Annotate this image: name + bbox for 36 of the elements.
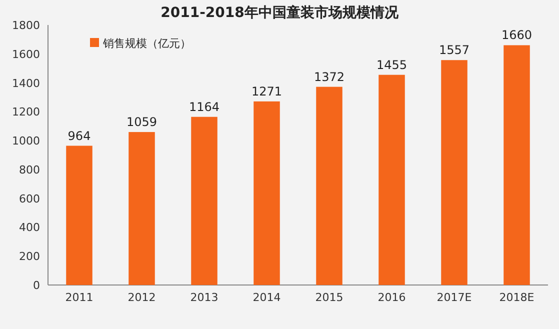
x-tick-label: 2012 [128, 291, 156, 304]
legend-label: 销售规模（亿元） [102, 37, 191, 50]
x-tick-label: 2011 [65, 291, 94, 304]
data-label: 964 [68, 128, 91, 143]
bar [66, 146, 92, 285]
bar [316, 86, 342, 285]
bar [378, 74, 405, 285]
bar [254, 101, 280, 285]
x-tick-label: 2015 [315, 291, 344, 304]
y-tick-label: 1600 [12, 48, 40, 61]
x-tick-label: 2013 [190, 291, 218, 304]
y-tick-label: 800 [19, 163, 40, 176]
chart-title: 2011-2018年中国童装市场规模情况 [160, 4, 400, 21]
y-tick-label: 1800 [12, 19, 40, 32]
x-tick-label: 2018E [499, 291, 534, 304]
bar [504, 45, 530, 285]
data-label: 1660 [501, 28, 532, 42]
y-tick-label: 1000 [12, 134, 40, 148]
x-tick-label: 2017E [436, 291, 472, 304]
data-label: 1164 [188, 100, 220, 114]
bar [191, 116, 218, 285]
x-tick-label: 2014 [252, 291, 281, 304]
y-tick-label: 1400 [12, 76, 40, 90]
bar [441, 60, 468, 285]
data-label: 1059 [126, 115, 158, 130]
data-label: 1271 [251, 84, 282, 98]
bar [128, 132, 155, 285]
y-tick-label: 400 [19, 221, 40, 234]
y-tick-label: 200 [19, 250, 40, 264]
y-tick-label: 0 [33, 279, 40, 292]
y-tick-label: 1200 [12, 106, 40, 119]
x-tick-label: 2016 [378, 291, 406, 304]
y-tick-label: 600 [19, 192, 40, 206]
data-label: 1372 [314, 70, 345, 84]
data-label: 1557 [438, 43, 470, 58]
data-label: 1455 [376, 58, 408, 72]
